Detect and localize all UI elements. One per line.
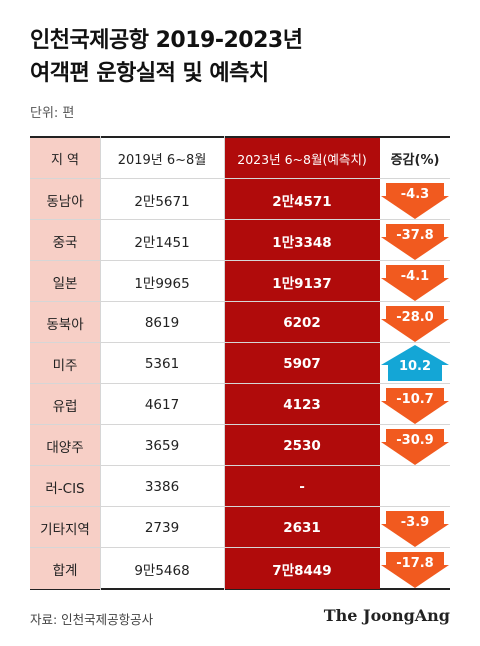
value-2023-cell: 1만3348: [224, 220, 380, 261]
table-row: 중국 2만1451 1만3348 -37.8: [30, 220, 450, 261]
table-row: 러-CIS 3386 -: [30, 466, 450, 507]
header-2019: 2019년 6~8월: [117, 153, 207, 168]
value-2019-cell: 1만9965: [134, 275, 190, 292]
change-cell: -37.8: [380, 220, 450, 261]
table-row: 합계 9만5468 7만8449 -17.8: [30, 548, 450, 589]
value-2023-cell: 4123: [224, 384, 380, 425]
value-2019-cell: 2만5671: [134, 193, 190, 210]
value-2023-cell: -: [224, 466, 380, 507]
region-cell: 미주: [30, 343, 100, 384]
header-change: 증감(%): [390, 153, 440, 168]
down-arrow-icon: [381, 552, 449, 588]
change-value: -30.9: [396, 433, 434, 448]
table-row: 대양주 3659 2530 -30.9: [30, 425, 450, 466]
change-cell: -28.0: [380, 302, 450, 343]
table-row: 미주 5361 5907 10.2: [30, 343, 450, 384]
title-line-1: 인천국제공항 2019-2023년: [30, 28, 303, 53]
region-cell: 합계: [30, 548, 100, 589]
value-2019-cell: 9만5468: [134, 562, 190, 579]
down-arrow-icon: [381, 265, 449, 301]
change-cell: -4.3: [380, 179, 450, 220]
value-2019-cell: 2739: [144, 519, 180, 536]
region-cell: 유럽: [30, 384, 100, 425]
value-2023-cell: 1만9137: [224, 261, 380, 302]
up-arrow-icon: [381, 345, 449, 381]
value-2023-cell: 6202: [224, 302, 380, 343]
change-value: -37.8: [396, 228, 434, 243]
change-value: -3.9: [400, 515, 430, 530]
change-cell: -3.9: [380, 507, 450, 548]
change-value: 10.2: [398, 359, 432, 374]
region-cell: 대양주: [30, 425, 100, 466]
table-bottom-rule: [30, 588, 450, 590]
table-top-rule: [30, 136, 450, 138]
region-cell: 동북아: [30, 302, 100, 343]
down-arrow-icon: [381, 306, 449, 342]
change-cell: 10.2: [380, 343, 450, 384]
title-line-2: 여객편 운항실적 및 예측치: [30, 61, 269, 86]
region-cell: 동남아: [30, 179, 100, 220]
value-2019-cell: 5361: [144, 355, 180, 372]
down-arrow-icon: [381, 183, 449, 219]
down-arrow-icon: [381, 511, 449, 547]
change-value: -4.1: [400, 269, 430, 284]
value-2019-cell: 2만1451: [134, 234, 190, 251]
change-value: -28.0: [396, 310, 434, 325]
change-value: -10.7: [396, 392, 434, 407]
table-row: 동북아 8619 6202 -28.0: [30, 302, 450, 343]
region-cell: 중국: [30, 220, 100, 261]
value-2023-cell: 2631: [224, 507, 380, 548]
table-row: 동남아 2만5671 2만4571 -4.3: [30, 179, 450, 220]
header-region: 지 역: [30, 138, 100, 179]
change-value: -17.8: [396, 556, 434, 571]
change-cell: -4.1: [380, 261, 450, 302]
down-arrow-icon: [381, 388, 449, 424]
value-2019-cell: 8619: [144, 314, 180, 331]
table-header-row: 지 역 2019년 6~8월 2023년 6~8월(예측치) 증감(%): [30, 138, 450, 179]
change-cell: -17.8: [380, 548, 450, 589]
data-table: 지 역 2019년 6~8월 2023년 6~8월(예측치) 증감(%) 동남아…: [30, 136, 450, 590]
table-row: 일본 1만9965 1만9137 -4.1: [30, 261, 450, 302]
header-2023: 2023년 6~8월(예측치): [224, 138, 380, 179]
chart-title: 인천국제공항 2019-2023년 여객편 운항실적 및 예측치: [30, 24, 303, 90]
region-cell: 러-CIS: [30, 466, 100, 507]
change-cell: [380, 466, 450, 507]
down-arrow-icon: [381, 429, 449, 465]
table-row: 유럽 4617 4123 -10.7: [30, 384, 450, 425]
unit-label: 단위: 편: [30, 106, 75, 121]
value-2023-cell: 5907: [224, 343, 380, 384]
change-cell: -30.9: [380, 425, 450, 466]
source-note: 자료: 인천국제공항공사: [30, 612, 154, 627]
table-row: 기타지역 2739 2631 -3.9: [30, 507, 450, 548]
value-2019-cell: 3659: [144, 437, 180, 454]
value-2023-cell: 2530: [224, 425, 380, 466]
down-arrow-icon: [381, 224, 449, 260]
publisher-logo: The JoongAng: [323, 606, 450, 625]
value-2023-cell: 7만8449: [224, 548, 380, 589]
value-2019-cell: 4617: [144, 396, 180, 413]
value-2019-cell: 3386: [144, 478, 180, 495]
value-2023-cell: 2만4571: [224, 179, 380, 220]
region-cell: 기타지역: [30, 507, 100, 548]
change-value: -4.3: [400, 187, 430, 202]
change-cell: -10.7: [380, 384, 450, 425]
region-cell: 일본: [30, 261, 100, 302]
